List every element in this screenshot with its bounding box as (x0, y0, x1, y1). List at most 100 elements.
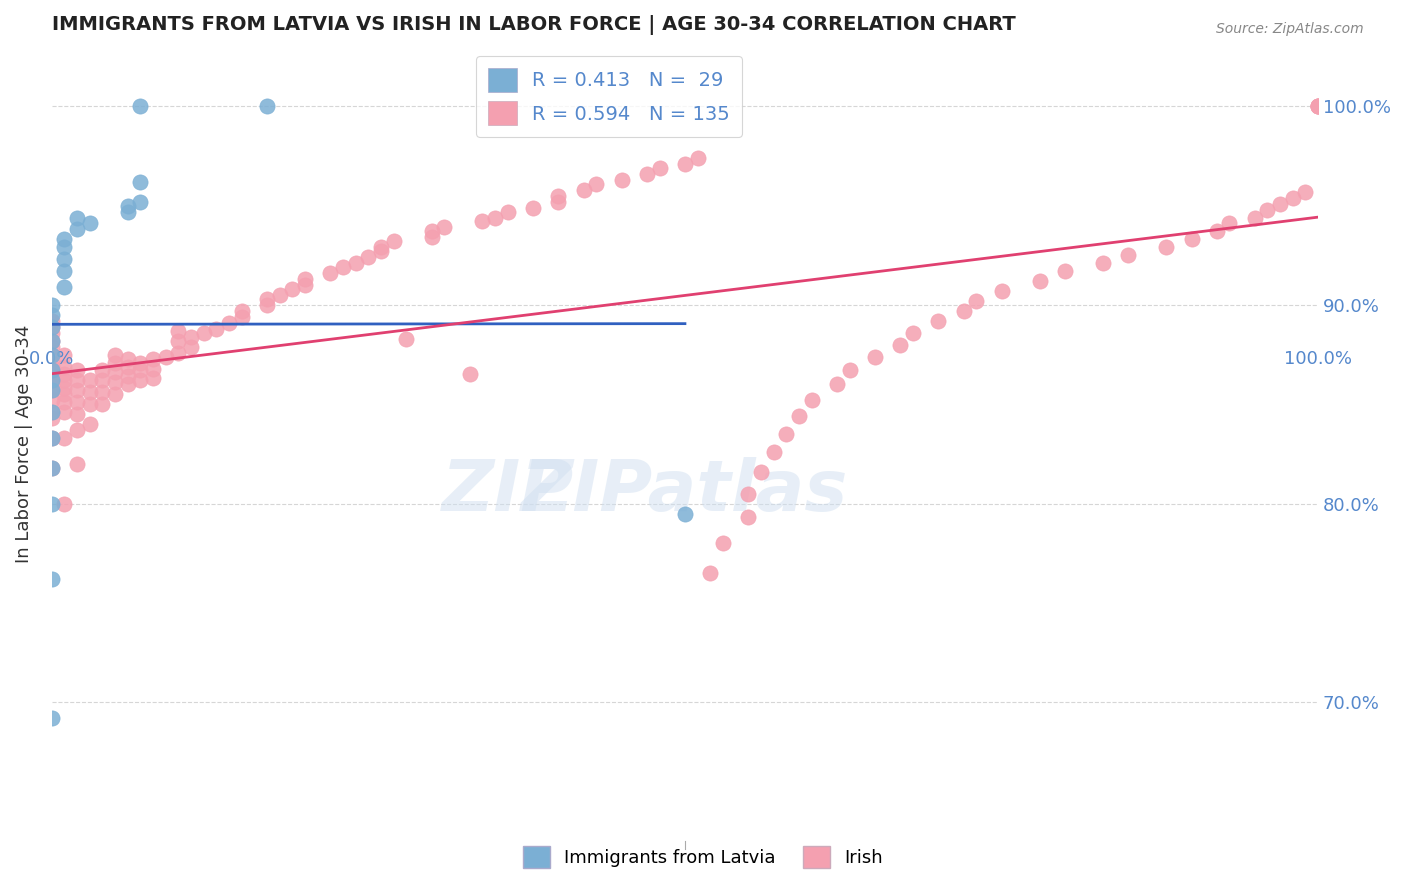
Point (927, 314, 949, 328)
Point (79, 373, 101, 387)
Point (370, 240, 392, 254)
Point (636, 167, 658, 181)
Point (41, 431, 63, 445)
Point (41, 379, 63, 393)
Point (1091, 256, 1114, 270)
Point (1308, 99, 1330, 113)
Point (484, 211, 506, 225)
Point (218, 316, 240, 330)
Y-axis label: In Labor Force | Age 30-34: In Labor Force | Age 30-34 (15, 325, 32, 563)
Point (1028, 274, 1050, 288)
Point (901, 326, 924, 340)
Point (41, 334, 63, 348)
Point (53, 264, 76, 278)
Point (458, 368, 481, 382)
Point (117, 369, 139, 384)
Point (91, 363, 114, 377)
Point (522, 201, 544, 215)
Point (155, 350, 177, 364)
Point (749, 465, 772, 479)
Point (53, 252, 76, 267)
Point (585, 177, 607, 191)
Point (1053, 264, 1076, 278)
Point (41, 460, 63, 475)
Point (91, 397, 114, 411)
Point (711, 536, 734, 550)
Point (256, 292, 278, 306)
Point (1295, 185, 1317, 199)
Point (104, 376, 127, 390)
Point (41, 314, 63, 328)
Point (370, 244, 392, 259)
Point (990, 284, 1012, 298)
Point (104, 366, 127, 380)
Point (1218, 217, 1240, 231)
Point (66, 363, 89, 377)
Point (1243, 211, 1265, 225)
Point (205, 322, 228, 336)
Point (41, 363, 63, 377)
Point (433, 220, 456, 235)
Point (66, 395, 89, 409)
Point (117, 198, 139, 212)
Point (117, 359, 139, 374)
Point (889, 337, 911, 351)
Point (952, 304, 974, 318)
Point (180, 329, 202, 343)
Point (496, 204, 519, 219)
Point (547, 188, 569, 202)
Point (41, 334, 63, 348)
Point (66, 211, 89, 225)
Point (129, 355, 152, 369)
Point (66, 407, 89, 421)
Point (193, 326, 215, 340)
Point (825, 377, 848, 392)
Point (129, 373, 152, 387)
Point (53, 497, 76, 511)
Point (104, 387, 127, 401)
Point (648, 161, 671, 175)
Point (104, 355, 127, 369)
Point (91, 385, 114, 400)
Text: 0.0%: 0.0% (30, 351, 75, 368)
Point (838, 363, 860, 377)
Point (129, 194, 152, 209)
Point (41, 308, 63, 322)
Point (79, 217, 101, 231)
Point (256, 99, 278, 113)
Point (79, 417, 101, 431)
Point (41, 431, 63, 445)
Point (382, 235, 405, 249)
Point (41, 373, 63, 387)
Point (41, 384, 63, 398)
Point (117, 377, 139, 392)
Point (91, 373, 114, 387)
Point (117, 204, 139, 219)
Point (41, 319, 63, 334)
Point (41, 340, 63, 354)
Point (344, 256, 367, 270)
Point (1308, 99, 1330, 113)
Point (180, 340, 202, 354)
Point (1308, 99, 1330, 113)
Point (66, 384, 89, 398)
Point (737, 510, 759, 524)
Point (294, 272, 316, 286)
Point (41, 411, 63, 425)
Point (167, 334, 190, 348)
Point (104, 348, 127, 362)
Point (142, 361, 165, 376)
Point (41, 369, 63, 384)
Point (332, 260, 354, 275)
Point (79, 385, 101, 400)
Text: IMMIGRANTS FROM LATVIA VS IRISH IN LABOR FORCE | AGE 30-34 CORRELATION CHART: IMMIGRANTS FROM LATVIA VS IRISH IN LABOR… (52, 15, 1015, 35)
Point (1180, 232, 1202, 246)
Point (66, 423, 89, 437)
Point (1308, 99, 1330, 113)
Point (1205, 224, 1227, 238)
Point (41, 460, 63, 475)
Point (1154, 240, 1177, 254)
Point (281, 282, 304, 296)
Point (357, 250, 380, 264)
Point (66, 373, 89, 387)
